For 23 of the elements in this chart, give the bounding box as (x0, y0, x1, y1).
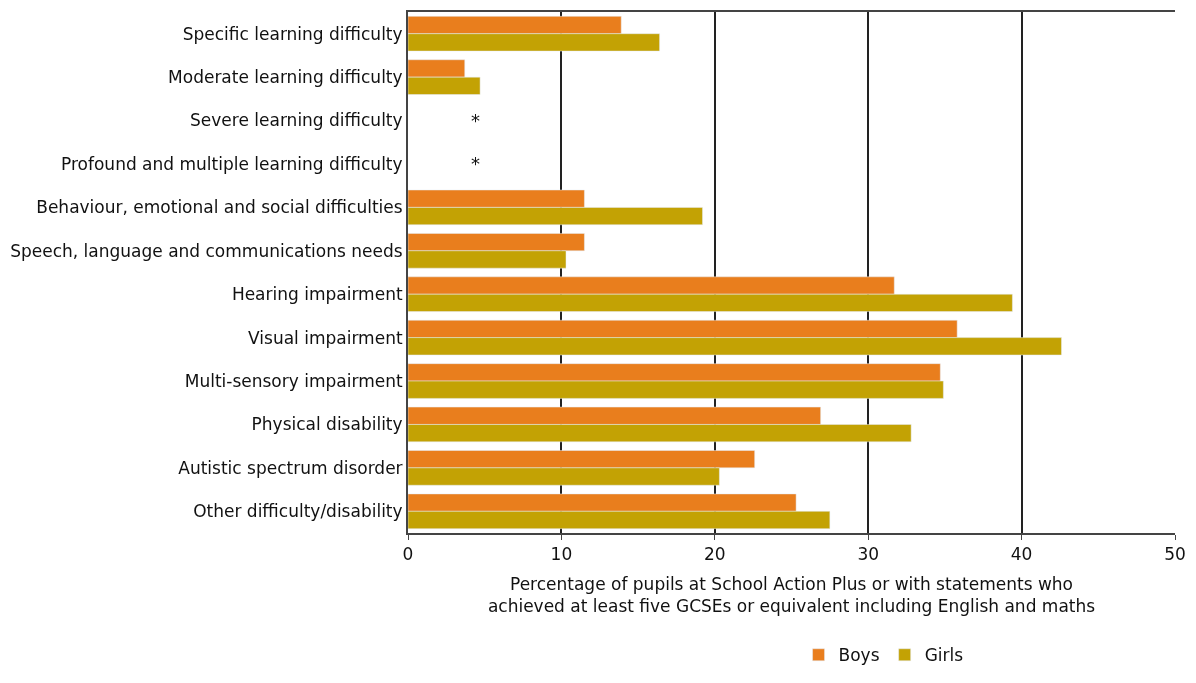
legend-label: Girls (924, 645, 964, 666)
y-tick-label: Profound and multiple learning difficulty (61, 153, 403, 174)
y-tick-label: Multi-sensory impairment (184, 370, 403, 391)
y-tick-label: Moderate learning difficulty (168, 67, 403, 88)
y-tick-label: Autistic spectrum disorder (178, 457, 403, 478)
x-tick-label: 0 (402, 544, 414, 565)
y-tick-label: Physical disability (251, 414, 403, 435)
y-tick-label: Specific learning difficulty (182, 23, 403, 44)
x-tick-label: 50 (1164, 544, 1186, 565)
legend-label: Boys (838, 645, 880, 666)
y-tick-label: Speech, language and communications needs (10, 240, 403, 261)
y-tick-label: Other difficulty/disability (193, 501, 403, 522)
y-tick-label: Behaviour, emotional and social difficulties (36, 197, 403, 218)
y-tick-label: Hearing impairment (231, 284, 403, 305)
x-tick-label: 20 (703, 544, 726, 565)
x-tick-label: 10 (550, 544, 573, 565)
y-tick-label: Severe learning difficulty (190, 110, 403, 131)
y-tick-label: Visual impairment (248, 327, 403, 348)
x-tick-label: 40 (1010, 544, 1033, 565)
x-axis-title: Percentage of pupils at School Action Plus or with statements who achieved at least five GCSEs or equivalent including English and maths (487, 574, 1096, 617)
x-tick-label: 30 (857, 544, 880, 565)
annotation: * (471, 153, 480, 174)
annotation: * (471, 110, 480, 131)
